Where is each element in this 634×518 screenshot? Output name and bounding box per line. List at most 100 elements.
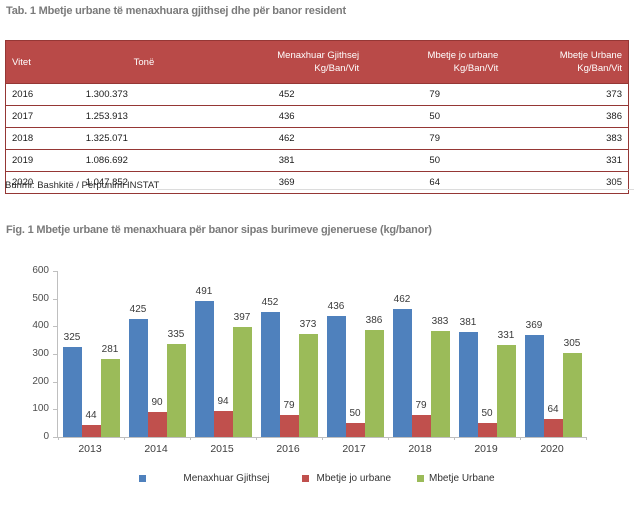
bar-mbetje-jo-urbane <box>81 425 101 437</box>
waste-data-table: Vitet Tonë Menaxhuar Gjithsej Kg/Ban/Vit… <box>5 40 629 194</box>
value-cell: 369 <box>208 171 366 194</box>
value-cell: 452 <box>208 83 366 106</box>
chart-plot-area: 325 44 281 425 90 335 491 94 397 452 79 373 436 50 386… <box>57 271 587 440</box>
bar-wrap: 373 <box>298 271 318 437</box>
y-tick-label: 200 <box>32 376 49 387</box>
bar-wrap: 50 <box>345 271 365 437</box>
value-cell: 373 <box>504 83 629 106</box>
value-cell: 79 <box>365 127 505 150</box>
bar-value-label: 491 <box>195 286 213 297</box>
x-axis-label-2020: 2020 <box>540 443 564 455</box>
value-cell: 462 <box>208 127 366 150</box>
table-row: 2016 1.300.373 452 79 373 <box>5 83 629 106</box>
chart-legend: Menaxhuar Gjithsej Mbetje jo urbane Mbet… <box>0 473 634 484</box>
bar-group-2019: 381 50 331 <box>454 271 520 437</box>
table-row: 2019 1.086.692 381 50 331 <box>5 149 629 172</box>
bar-value-label: 335 <box>167 329 185 340</box>
bar-wrap: 281 <box>100 271 120 437</box>
bar-wrap: 491 <box>194 271 214 437</box>
bar-wrap: 305 <box>562 271 582 437</box>
bar-value-label: 281 <box>101 344 119 355</box>
year-cell: 2016 <box>5 83 80 106</box>
x-axis-label-2015: 2015 <box>210 443 234 455</box>
bar-mbetje-jo-urbane <box>543 419 563 437</box>
column-header-label: Mbetje jo urbane <box>427 50 499 61</box>
column-header-mbetje-urbane: Mbetje Urbane Kg/Ban/Vit <box>504 40 629 84</box>
y-tick-mark <box>53 271 57 272</box>
x-axis-labels: 2013 2014 2015 2016 2017 2018 2019 2020 <box>57 443 585 455</box>
y-tick-mark <box>53 326 57 327</box>
bar-wrap: 331 <box>496 271 516 437</box>
column-header-label: Vitet <box>12 56 31 68</box>
value-cell: 1.253.913 <box>79 105 209 128</box>
bar-menaxhuar-gjithsej <box>62 347 82 437</box>
value-cell: 64 <box>365 171 505 194</box>
bar-wrap: 325 <box>62 271 82 437</box>
table-row: 2020 1.047.852 369 64 305 <box>5 171 629 194</box>
bar-mbetje-urbane <box>364 330 384 437</box>
column-header-unit: Kg/Ban/Vit <box>453 63 499 74</box>
bar-wrap: 79 <box>279 271 299 437</box>
y-tick-mark <box>53 409 57 410</box>
value-cell: 331 <box>504 149 629 172</box>
bar-wrap: 386 <box>364 271 384 437</box>
source-note: Burimi: Bashkitë / Përpunimi INSTAT <box>5 180 160 191</box>
legend-label-mbetje-jo-urbane: Mbetje jo urbane <box>316 473 392 484</box>
x-axis-label-2016: 2016 <box>276 443 300 455</box>
bar-wrap: 94 <box>213 271 233 437</box>
x-tick-mark <box>586 437 587 440</box>
figure-title: Fig. 1 Mbetje urbane të menaxhuara për b… <box>6 224 432 236</box>
legend-marker-mbetje-jo-urbane <box>301 475 309 482</box>
value-cell: 1.047.852 <box>79 171 209 194</box>
bar-wrap: 79 <box>411 271 431 437</box>
x-axis-label-2018: 2018 <box>408 443 432 455</box>
x-tick-mark <box>388 437 389 440</box>
bar-value-label: 331 <box>497 330 515 341</box>
column-header-unit: Kg/Ban/Vit <box>577 63 622 74</box>
y-tick-label: 0 <box>43 431 49 442</box>
x-tick-mark <box>190 437 191 440</box>
bar-wrap: 335 <box>166 271 186 437</box>
x-tick-mark <box>256 437 257 440</box>
x-tick-mark <box>454 437 455 440</box>
bar-value-label: 369 <box>525 320 543 331</box>
bar-mbetje-urbane <box>166 344 186 437</box>
value-cell: 50 <box>365 105 505 128</box>
bar-group-2014: 425 90 335 <box>124 271 190 437</box>
column-header-unit: Kg/Ban/Vit <box>314 63 360 74</box>
x-tick-mark <box>322 437 323 440</box>
bar-value-label: 383 <box>431 316 449 327</box>
bar-value-label: 386 <box>365 315 383 326</box>
bar-value-label: 397 <box>233 312 251 323</box>
bar-wrap: 381 <box>458 271 478 437</box>
bar-group-2013: 325 44 281 <box>58 271 124 437</box>
bar-wrap: 64 <box>543 271 563 437</box>
bar-wrap: 397 <box>232 271 252 437</box>
bar-value-label: 425 <box>129 304 147 315</box>
bar-value-label: 94 <box>217 396 229 407</box>
year-cell: 2020 <box>5 171 80 194</box>
bar-mbetje-jo-urbane <box>411 415 431 437</box>
bar-value-label: 79 <box>415 400 427 411</box>
bar-value-label: 90 <box>151 397 163 408</box>
bar-groups: 325 44 281 425 90 335 491 94 397 452 79 373 436 50 386… <box>58 271 586 437</box>
x-axis-label-2014: 2014 <box>144 443 168 455</box>
bar-wrap: 90 <box>147 271 167 437</box>
x-axis-label-2013: 2013 <box>78 443 102 455</box>
bar-value-label: 50 <box>349 408 361 419</box>
table-header-row: Vitet Tonë Menaxhuar Gjithsej Kg/Ban/Vit… <box>5 40 629 84</box>
column-header-mbetje-jo-urbane: Mbetje jo urbane Kg/Ban/Vit <box>365 40 505 84</box>
legend-label-menaxhuar-gjithsej: Menaxhuar Gjithsej <box>183 473 270 484</box>
bar-wrap: 436 <box>326 271 346 437</box>
bar-mbetje-jo-urbane <box>279 415 299 437</box>
bar-menaxhuar-gjithsej <box>326 316 346 437</box>
y-tick-mark <box>53 299 57 300</box>
bar-mbetje-urbane <box>562 353 582 437</box>
x-axis-label-2017: 2017 <box>342 443 366 455</box>
value-cell: 381 <box>208 149 366 172</box>
bar-mbetje-urbane <box>232 327 252 437</box>
bar-value-label: 44 <box>85 410 97 421</box>
bar-wrap: 50 <box>477 271 497 437</box>
x-tick-mark <box>520 437 521 440</box>
